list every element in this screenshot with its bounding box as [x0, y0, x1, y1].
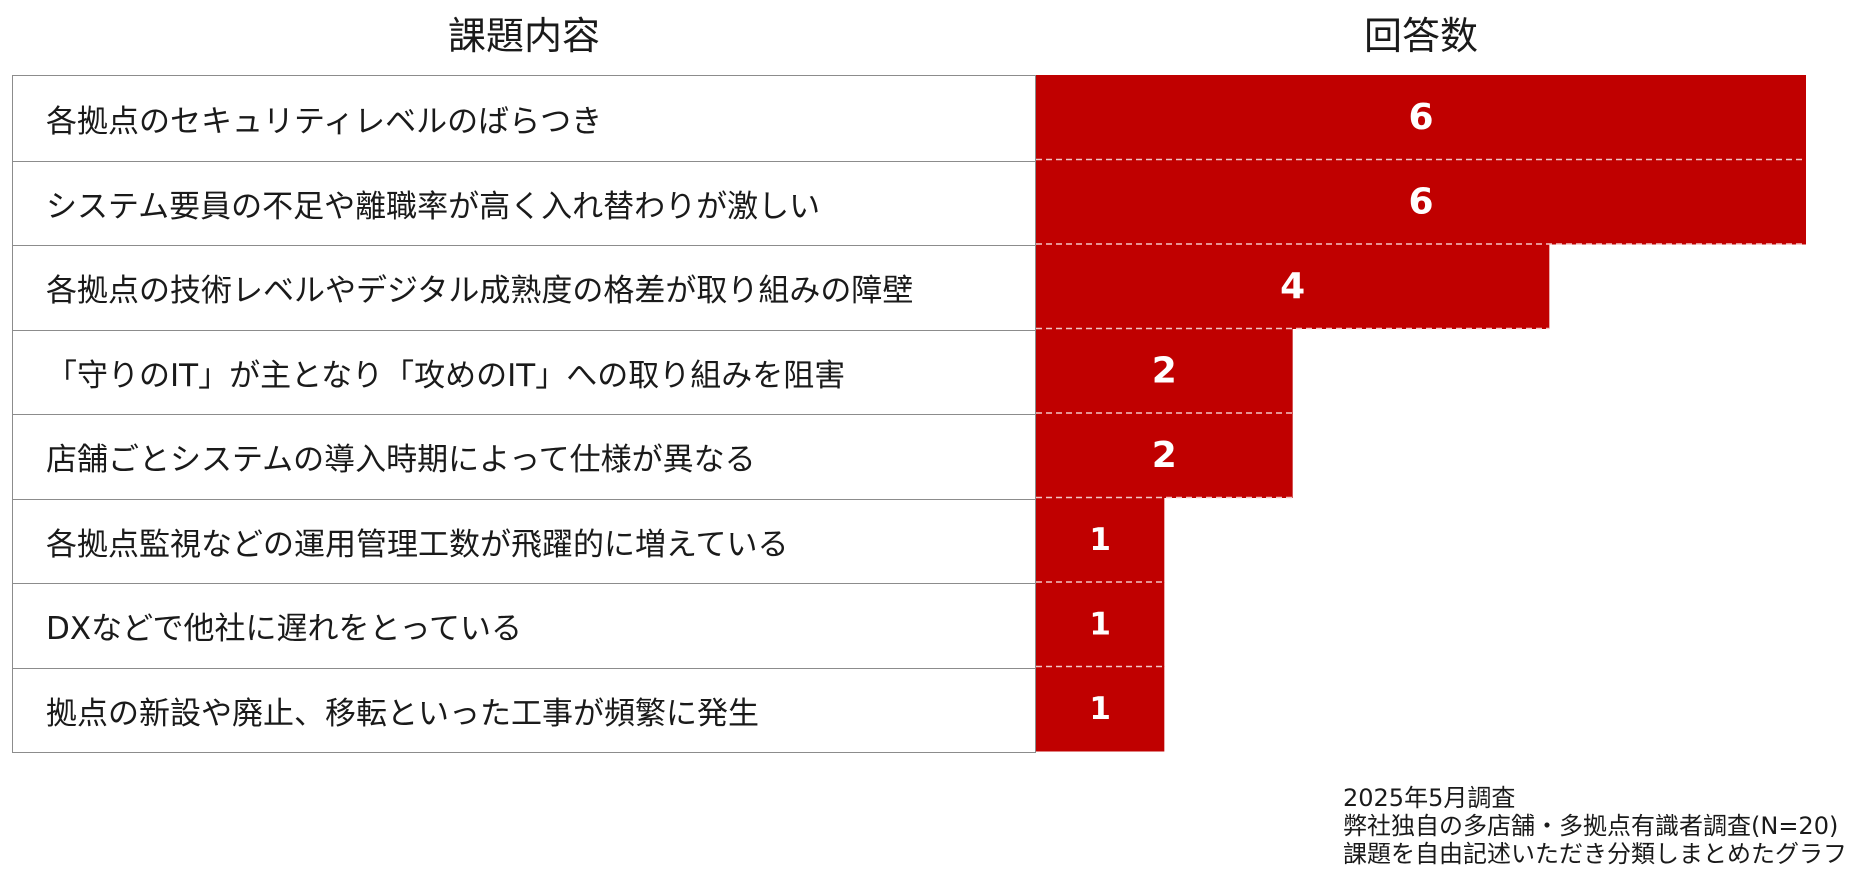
bar-value-label-6: 1 — [1089, 522, 1111, 558]
bar-1 — [1036, 75, 1806, 160]
bar-value-label-4: 2 — [1152, 350, 1177, 391]
column-header-issues: 課題内容 — [447, 14, 600, 58]
footnote-line-date: 2025年5月調査 — [1343, 784, 1516, 812]
bar-value-label-7: 1 — [1089, 606, 1111, 642]
issues-table: 各拠点のセキュリティレベルのばらつき システム要員の不足や離職率が高く入れ替わり… — [12, 75, 1036, 753]
table-row-3: 各拠点の技術レベルやデジタル成熟度の格差が取り組みの障壁 — [13, 245, 1035, 330]
bar-value-label-3: 4 — [1280, 266, 1305, 307]
bar-value-label-2: 6 — [1408, 181, 1433, 222]
table-row-5: 店舗ごとシステムの導入時期によって仕様が異なる — [13, 414, 1035, 499]
table-row-6: 各拠点監視などの運用管理工数が飛躍的に増えている — [13, 498, 1035, 584]
bar-4 — [1036, 328, 1293, 414]
table-row-7: DXなどで他社に遅れをとっている — [13, 583, 1035, 668]
table-row-1: 各拠点のセキュリティレベルのばらつき — [46, 103, 603, 140]
bar-value-label-1: 6 — [1408, 97, 1433, 138]
bar-7 — [1036, 582, 1165, 667]
table-row-2: システム要員の不足や離職率が高く入れ替わりが激しい — [13, 160, 1035, 246]
bar-3 — [1036, 244, 1550, 329]
table-row-8: 拠点の新設や廃止、移転といった工事が頻繁に発生 — [13, 667, 1035, 753]
footnote-line-survey: 弊社独自の多店舗・多拠点有識者調査(N=20) — [1343, 812, 1839, 840]
survey-footnote: 2025年5月調査 弊社独自の多店舗・多拠点有識者調査(N=20) 課題を自由記… — [1343, 784, 1847, 868]
bar-5 — [1036, 413, 1293, 498]
table-row-4: 「守りのIT」が主となり「攻めのIT」への取り組みを阻害 — [13, 329, 1035, 415]
bar-value-label-5: 2 — [1152, 435, 1177, 476]
bar-2 — [1036, 159, 1806, 245]
footnote-line-method: 課題を自由記述いただき分類しまとめたグラフ — [1343, 840, 1847, 868]
bar-6 — [1036, 497, 1165, 583]
bar-8 — [1036, 666, 1165, 752]
column-header-responses: 回答数 — [1363, 14, 1478, 58]
bar-value-label-8: 1 — [1089, 691, 1111, 727]
